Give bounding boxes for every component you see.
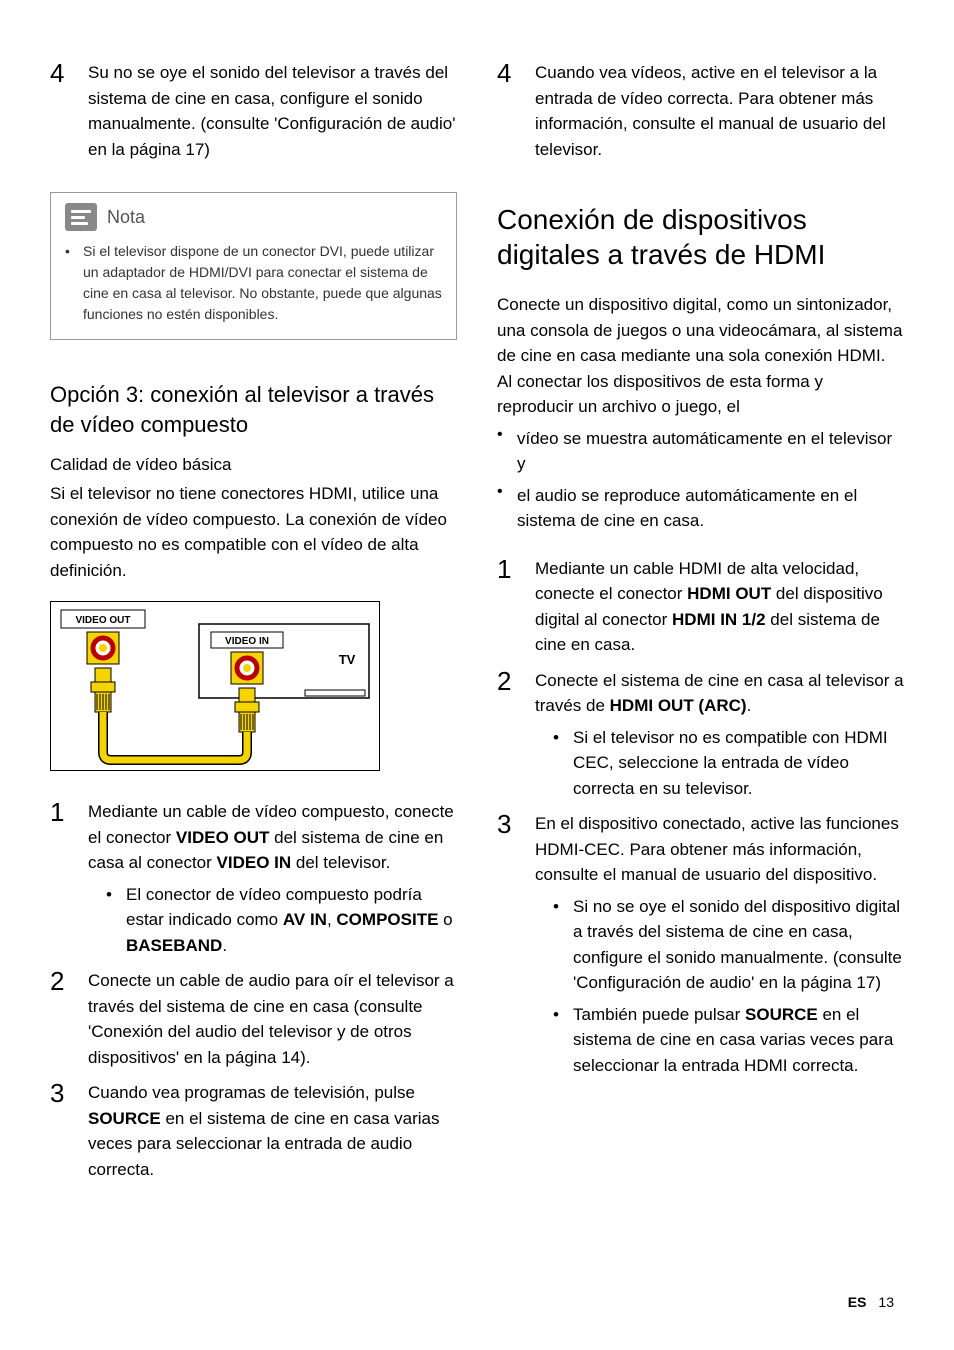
left-step-1: 1 Mediante un cable de vídeo compuesto, …: [50, 799, 457, 958]
sub-bullet: • El conector de vídeo compuesto podría …: [106, 882, 457, 959]
step-text: Mediante un cable HDMI de alta velocidad…: [535, 556, 904, 658]
step-text: Su no se oye el sonido del televisor a t…: [88, 60, 457, 162]
right-column: 4 Cuando vea vídeos, active en el televi…: [497, 60, 904, 1310]
step-number: 3: [50, 1080, 70, 1182]
step-text: Conecte un cable de audio para oír el te…: [88, 968, 457, 1070]
sub-bullet: • Si el televisor no es compatible con H…: [553, 725, 904, 802]
bullet-2: • el audio se reproduce automáticamente …: [497, 483, 904, 534]
note-icon: [65, 203, 97, 231]
right-step-1: 1 Mediante un cable HDMI de alta velocid…: [497, 556, 904, 658]
left-column: 4 Su no se oye el sonido del televisor a…: [50, 60, 457, 1310]
left-step-3: 3 Cuando vea programas de televisión, pu…: [50, 1080, 457, 1182]
left-step-2: 2 Conecte un cable de audio para oír el …: [50, 968, 457, 1070]
video-in-label: VIDEO IN: [225, 636, 269, 647]
hdmi-bullets: • vídeo se muestra automáticamente en el…: [497, 426, 904, 534]
step-number: 4: [497, 60, 517, 162]
footer-page: 13: [878, 1294, 894, 1310]
composite-diagram: VIDEO OUT VIDEO IN TV: [50, 601, 380, 771]
step-text: En el dispositivo conectado, active las …: [535, 811, 904, 1078]
step-number: 2: [50, 968, 70, 1070]
hdmi-paragraph: Conecte un dispositivo digital, como un …: [497, 292, 904, 420]
step-text: Conecte el sistema de cine en casa al te…: [535, 668, 904, 802]
note-bullet: • Si el televisor dispone de un conector…: [65, 241, 442, 325]
page-footer: ES 13: [848, 1294, 894, 1310]
step-number: 1: [50, 799, 70, 958]
sub-bullet-1: • Si no se oye el sonido del dispositivo…: [553, 894, 904, 996]
sub-bullet-2: • También puede pulsar SOURCE en el sist…: [553, 1002, 904, 1079]
bullet-1: • vídeo se muestra automáticamente en el…: [497, 426, 904, 477]
step-number: 3: [497, 811, 517, 1078]
step-text: Mediante un cable de vídeo compuesto, co…: [88, 799, 457, 958]
footer-lang: ES: [848, 1294, 867, 1310]
right-step-3: 3 En el dispositivo conectado, active la…: [497, 811, 904, 1078]
video-out-label: VIDEO OUT: [75, 615, 130, 626]
step-number: 2: [497, 668, 517, 802]
option3-heading: Opción 3: conexión al televisor a través…: [50, 380, 457, 439]
step-4-left: 4 Su no se oye el sonido del televisor a…: [50, 60, 457, 162]
tv-label: TV: [339, 652, 356, 667]
note-title: Nota: [107, 207, 145, 228]
step-number: 1: [497, 556, 517, 658]
right-step-2: 2 Conecte el sistema de cine en casa al …: [497, 668, 904, 802]
right-step-4: 4 Cuando vea vídeos, active en el televi…: [497, 60, 904, 162]
step-number: 4: [50, 60, 70, 162]
note-box: Nota • Si el televisor dispone de un con…: [50, 192, 457, 340]
hdmi-heading: Conexión de dispositivos digitales a tra…: [497, 202, 904, 272]
quality-subheading: Calidad de vídeo básica: [50, 455, 457, 475]
step-text: Cuando vea programas de televisión, puls…: [88, 1080, 457, 1182]
step-text: Cuando vea vídeos, active en el televiso…: [535, 60, 904, 162]
option3-paragraph: Si el televisor no tiene conectores HDMI…: [50, 481, 457, 583]
